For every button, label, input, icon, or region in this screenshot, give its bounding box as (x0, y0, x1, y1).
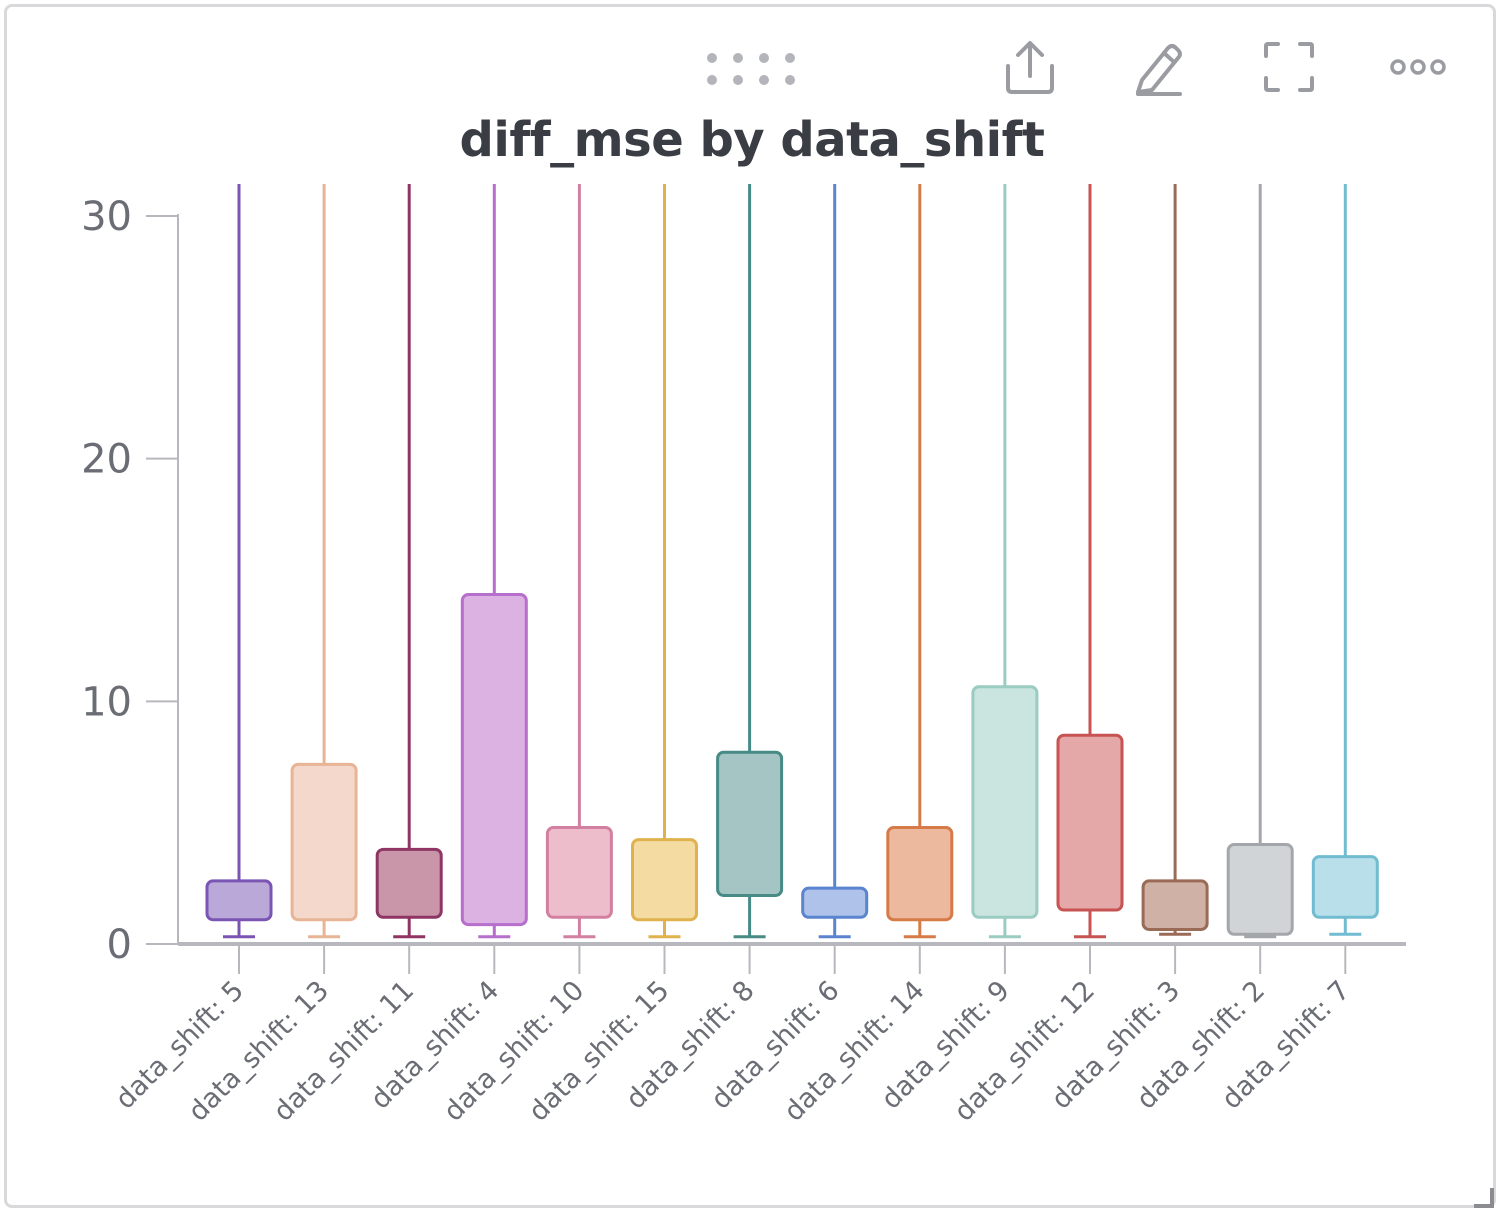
box (801, 886, 869, 919)
more-options-icon[interactable] (1388, 54, 1448, 80)
box (631, 838, 698, 922)
chart-title: diff_mse by data_shift (459, 112, 1045, 168)
y-tick-label: 0 (107, 922, 132, 968)
drag-handle-icon[interactable] (700, 46, 804, 90)
edit-pencil-icon[interactable] (1134, 40, 1184, 96)
box (886, 826, 954, 922)
y-tick-label: 10 (81, 679, 132, 725)
resize-handle-icon[interactable] (1472, 1186, 1494, 1208)
box (375, 847, 443, 919)
box (1056, 733, 1124, 912)
box (1226, 843, 1294, 936)
fullscreen-icon[interactable] (1262, 40, 1316, 94)
y-tick-label: 30 (81, 194, 132, 240)
box (1141, 879, 1209, 931)
box (971, 685, 1039, 919)
y-tick-label: 20 (81, 437, 132, 483)
box (1311, 855, 1379, 919)
box (205, 879, 273, 922)
box (460, 593, 528, 927)
box (716, 750, 784, 897)
box (290, 762, 358, 922)
share-icon[interactable] (1002, 38, 1058, 96)
box (545, 826, 613, 919)
